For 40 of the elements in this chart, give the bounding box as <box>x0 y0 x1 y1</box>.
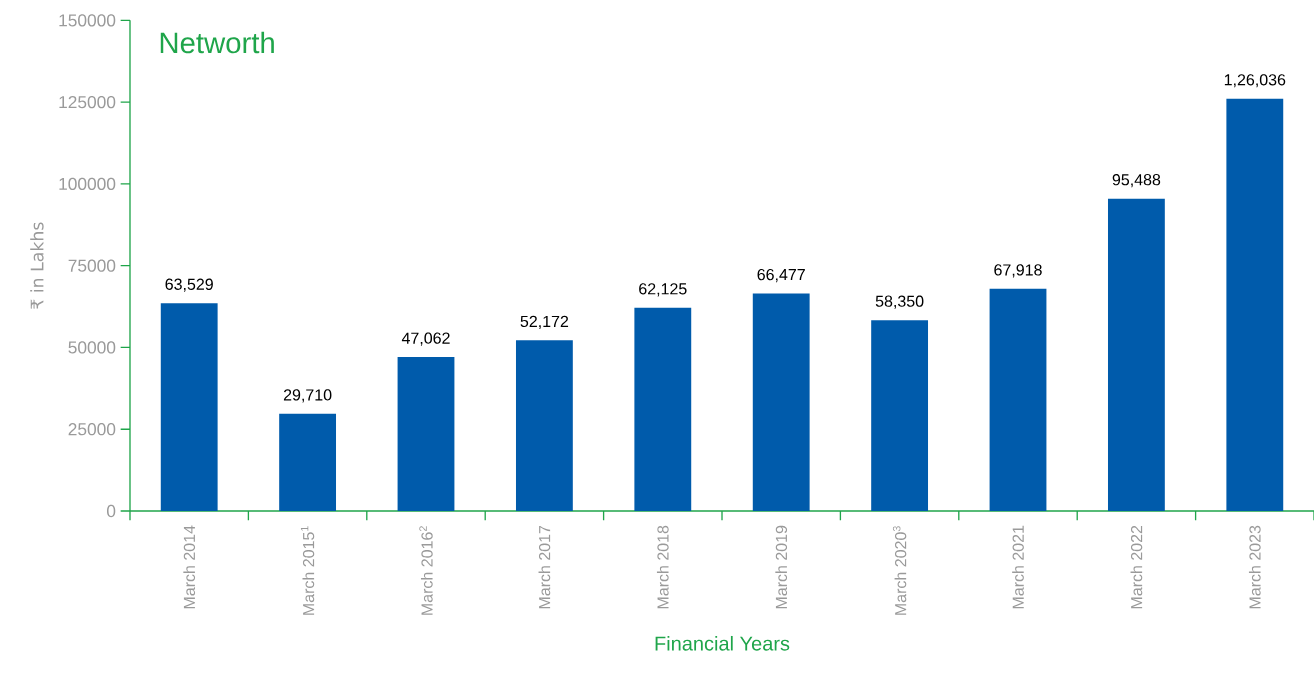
x-tick-label: March 2019 <box>775 525 788 609</box>
y-tick-label: 75000 <box>68 259 116 272</box>
x-tick-label: March 2018 <box>656 525 669 609</box>
data-label: 29,710 <box>283 389 332 403</box>
y-tick-label: 150000 <box>59 14 116 27</box>
x-tick-label: March 2023 <box>1248 525 1261 609</box>
bar <box>634 307 692 511</box>
bar <box>160 303 218 511</box>
x-tick-label: March 2016$^{2}$ <box>419 526 433 615</box>
y-tick-label: 100000 <box>59 177 116 191</box>
y-tick-label: 50000 <box>68 341 116 354</box>
chart-title: Networth <box>160 31 274 54</box>
x-tick-label: March 2017 <box>538 525 551 609</box>
bar <box>871 320 929 511</box>
data-label: 47,062 <box>401 332 450 346</box>
bar <box>989 288 1047 511</box>
bar <box>279 413 337 511</box>
x-axis-title: Financial Years <box>655 635 790 651</box>
x-tick-label: March 2015$^{1}$ <box>300 526 315 615</box>
bar <box>515 340 573 511</box>
y-tick-label: 25000 <box>68 423 116 436</box>
x-tick-label: March 2014 <box>183 525 196 609</box>
data-label: 1,26,036 <box>1224 74 1286 88</box>
y-tick-label: 0 <box>106 504 116 518</box>
data-label: 63,529 <box>165 278 213 292</box>
bar <box>1226 98 1284 511</box>
y-axis-title: ₹ in Lakhs <box>30 222 44 309</box>
data-label: 52,172 <box>520 315 569 329</box>
data-label: 58,350 <box>875 295 924 309</box>
data-label: 95,488 <box>1112 174 1161 188</box>
bar <box>752 293 810 511</box>
data-label: 62,125 <box>639 283 687 297</box>
x-tick-label: March 2022 <box>1130 525 1143 609</box>
data-label: 66,477 <box>757 268 805 283</box>
bar <box>1107 198 1165 511</box>
x-tick-label: March 2020$^{3}$ <box>892 526 907 615</box>
x-tick-label: March 2021 <box>1012 525 1024 609</box>
data-label: 67,918 <box>994 264 1042 278</box>
y-tick-label: 125000 <box>59 95 116 109</box>
bar <box>397 357 455 511</box>
